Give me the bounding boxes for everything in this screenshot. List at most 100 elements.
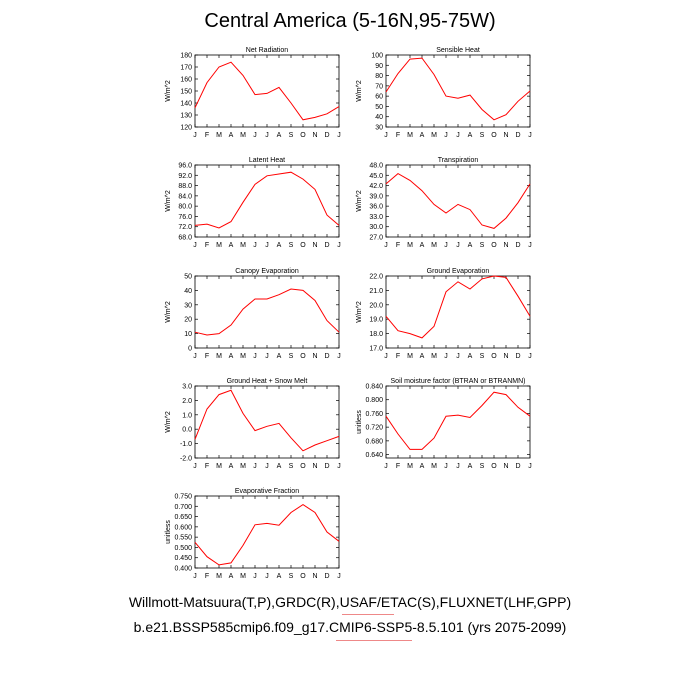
y-tick-label: 2.0 — [182, 398, 192, 405]
footer-datasets: Willmott-Matsuura(T,P),GRDC(R),USAF/ETAC… — [128, 594, 572, 610]
footer-case: b.e21.BSSP585cmip6.f09_g17.CMIP6-SSP5-8.… — [133, 619, 567, 635]
y-tick-label: 70 — [375, 83, 383, 90]
y-tick-label: 36.0 — [369, 204, 383, 211]
y-tick-label: 0.550 — [174, 535, 192, 542]
y-tick-label: 30 — [184, 302, 192, 309]
y-tick-label: 72.0 — [178, 224, 192, 231]
y-tick-label: 0.400 — [174, 566, 192, 573]
x-tick-label: A — [277, 353, 282, 360]
x-tick-label: F — [396, 353, 400, 360]
x-tick-label: J — [253, 132, 257, 139]
x-tick-label: J — [444, 242, 448, 249]
x-tick-label: J — [337, 573, 341, 580]
x-tick-label: N — [503, 132, 508, 139]
plot-frame — [385, 54, 531, 128]
plot-frame — [385, 275, 531, 349]
x-tick-label: A — [277, 573, 282, 580]
x-tick-label: J — [528, 353, 532, 360]
x-tick-label: J — [337, 463, 341, 470]
y-axis-label: unitless — [356, 410, 363, 434]
y-tick-label: 80.0 — [178, 204, 192, 211]
y-tick-label: 39.0 — [369, 193, 383, 200]
x-tick-label: M — [431, 353, 437, 360]
series-line — [194, 504, 340, 566]
series-line — [194, 61, 340, 121]
x-tick-label: N — [312, 242, 317, 249]
x-tick-label: J — [337, 132, 341, 139]
x-tick-label: F — [396, 242, 400, 249]
y-tick-label: 0.650 — [174, 514, 192, 521]
y-tick-label: 120 — [180, 125, 192, 132]
x-tick-label: A — [468, 132, 473, 139]
x-tick-label: J — [265, 573, 269, 580]
series-line — [194, 389, 340, 452]
x-tick-label: J — [384, 463, 388, 470]
y-tick-label: 0.720 — [365, 425, 383, 432]
x-tick-label: J — [253, 353, 257, 360]
y-tick-label: 42.0 — [369, 183, 383, 190]
y-tick-label: 20.0 — [369, 302, 383, 309]
y-tick-label: 50 — [375, 104, 383, 111]
x-tick-label: O — [300, 573, 306, 580]
x-tick-label: A — [277, 242, 282, 249]
y-tick-label: 0.700 — [174, 504, 192, 511]
x-tick-label: J — [265, 353, 269, 360]
panel-title: Canopy Evaporation — [235, 268, 299, 275]
x-tick-label: F — [205, 242, 209, 249]
x-tick-label: J — [456, 132, 460, 139]
y-tick-label: 0.500 — [174, 545, 192, 552]
plot-frame — [194, 495, 340, 569]
x-tick-label: A — [468, 463, 473, 470]
x-tick-label: J — [265, 463, 269, 470]
y-tick-label: 50 — [184, 274, 192, 281]
y-tick-label: 180 — [180, 53, 192, 60]
plot-frame — [194, 275, 340, 349]
x-tick-label: N — [503, 463, 508, 470]
x-tick-label: D — [515, 463, 520, 470]
y-tick-label: 22.0 — [369, 274, 383, 281]
x-tick-label: M — [216, 242, 222, 249]
y-axis-label: W/m^2 — [356, 190, 363, 212]
x-tick-label: D — [324, 242, 329, 249]
x-tick-label: M — [216, 353, 222, 360]
series-line — [194, 171, 340, 229]
x-tick-label: J — [528, 463, 532, 470]
x-tick-label: J — [265, 242, 269, 249]
y-tick-label: 40 — [375, 114, 383, 121]
x-tick-label: J — [444, 132, 448, 139]
y-tick-label: 0.840 — [365, 384, 383, 391]
x-tick-label: M — [240, 353, 246, 360]
y-tick-label: 30 — [375, 125, 383, 132]
x-tick-label: J — [193, 573, 197, 580]
x-tick-label: M — [407, 132, 413, 139]
x-tick-label: M — [216, 132, 222, 139]
x-tick-label: A — [229, 573, 234, 580]
y-axis-label: W/m^2 — [165, 190, 172, 212]
x-tick-label: A — [420, 353, 425, 360]
series-line — [385, 391, 531, 450]
y-axis-label: unitless — [165, 520, 172, 544]
y-tick-label: 0 — [188, 346, 192, 353]
x-tick-label: S — [289, 132, 294, 139]
x-tick-label: J — [456, 242, 460, 249]
x-tick-label: O — [300, 353, 306, 360]
y-tick-label: 21.0 — [369, 288, 383, 295]
y-tick-label: 160 — [180, 77, 192, 84]
x-tick-label: S — [289, 573, 294, 580]
x-tick-label: M — [431, 242, 437, 249]
y-tick-label: -1.0 — [180, 441, 192, 448]
x-tick-label: O — [300, 132, 306, 139]
x-tick-label: O — [491, 242, 497, 249]
x-tick-label: D — [324, 353, 329, 360]
y-tick-label: 68.0 — [178, 235, 192, 242]
y-tick-label: 0.750 — [174, 494, 192, 501]
x-tick-label: O — [491, 463, 497, 470]
x-tick-label: F — [396, 132, 400, 139]
x-tick-label: M — [407, 353, 413, 360]
y-tick-label: 170 — [180, 65, 192, 72]
series-line — [194, 288, 340, 336]
y-tick-label: 92.0 — [178, 173, 192, 180]
y-tick-label: 90 — [375, 63, 383, 70]
y-tick-label: 3.0 — [182, 384, 192, 391]
